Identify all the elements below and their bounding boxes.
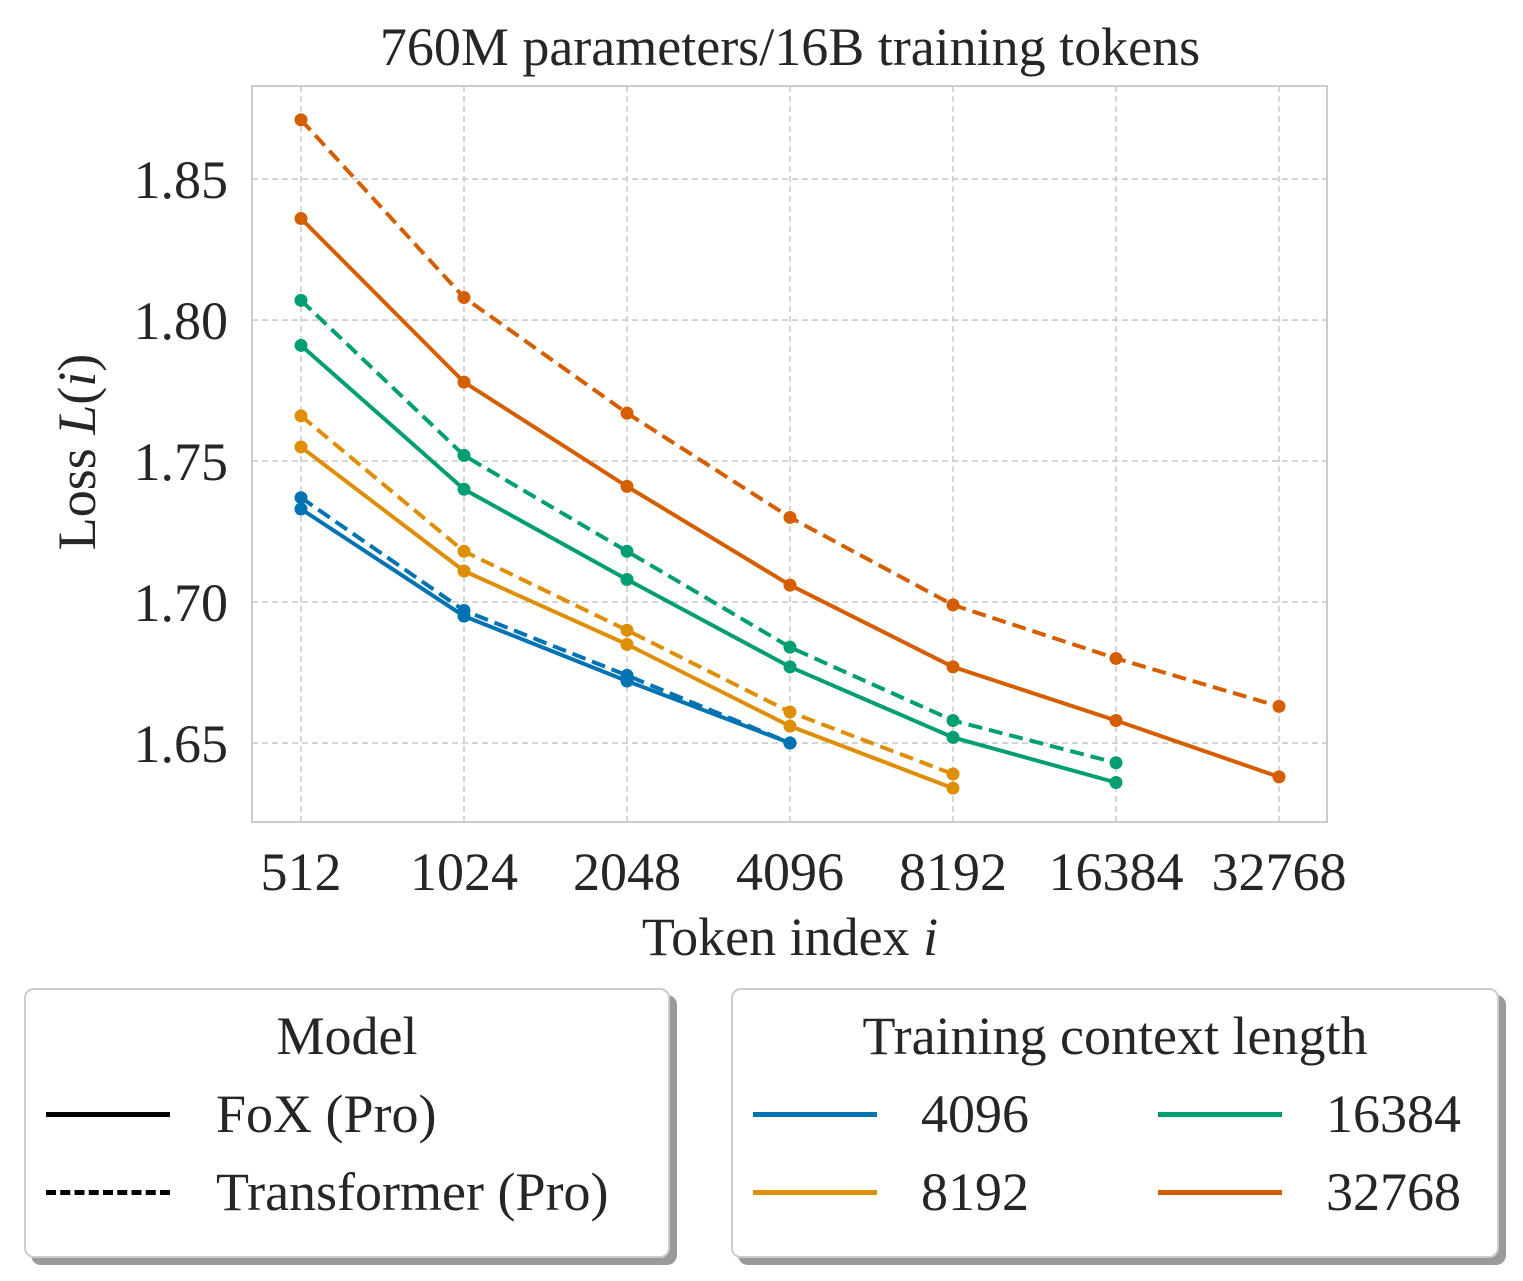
series-line-transformer-8192 [299, 414, 954, 776]
y-tick-label: 1.65 [134, 714, 229, 774]
y-tick-label: 1.80 [134, 291, 229, 351]
series-transformer-16384 [294, 293, 1123, 770]
data-point-fox-32768 [783, 578, 797, 592]
legend-model-title: Model [276, 1006, 418, 1066]
data-point-transformer-32768 [294, 113, 308, 127]
y-tick-label: 1.75 [134, 432, 229, 492]
legend-swatch-4096 [753, 1112, 877, 1117]
data-point-transformer-32768 [783, 510, 797, 524]
data-point-fox-32768 [457, 375, 471, 389]
legend-model: Model FoX (Pro) Transformer (Pro) [24, 988, 670, 1258]
series-line-transformer-4096 [299, 496, 791, 745]
y-axis-label: Loss L(i) [47, 354, 107, 551]
data-point-transformer-16384 [294, 293, 308, 307]
data-point-transformer-4096 [457, 604, 471, 618]
series-line-fox-4096 [299, 507, 791, 745]
series-fox-32768 [294, 212, 1286, 784]
legend-swatch-32768 [1158, 1190, 1282, 1195]
data-point-fox-32768 [1109, 713, 1123, 727]
data-point-fox-32768 [620, 479, 634, 493]
x-axis-label-text: Token index [642, 907, 923, 967]
legend-context-length: Training context length 4096 8192 16384 … [731, 988, 1499, 1258]
data-point-fox-32768 [294, 212, 308, 226]
grid [252, 86, 1327, 822]
data-point-transformer-32768 [1109, 651, 1123, 665]
y-axis-label-argument: i [47, 372, 107, 387]
data-point-fox-8192 [457, 564, 471, 578]
legend-label-8192: 8192 [921, 1162, 1029, 1222]
x-tick-label: 8192 [899, 842, 1007, 902]
data-point-transformer-16384 [946, 713, 960, 727]
x-axis-label: Token index i [642, 907, 938, 967]
x-tick-label: 32768 [1212, 842, 1347, 902]
x-tick-label: 2048 [573, 842, 681, 902]
series-line-fox-16384 [299, 343, 1117, 785]
data-point-fox-8192 [294, 440, 308, 454]
series-fox-16384 [294, 338, 1123, 790]
legend-dashed-line-swatch [46, 1190, 170, 1195]
series-transformer-8192 [294, 409, 960, 781]
legend-swatch-8192 [753, 1190, 877, 1195]
data-point-transformer-16384 [457, 448, 471, 462]
data-point-fox-16384 [457, 482, 471, 496]
chart-title: 760M parameters/16B training tokens [380, 17, 1200, 77]
y-axis-label-variable: L [47, 405, 107, 436]
legend-context-title: Training context length [862, 1006, 1368, 1066]
legend-label-4096: 4096 [921, 1084, 1029, 1144]
data-point-transformer-8192 [946, 767, 960, 781]
data-point-fox-4096 [294, 502, 308, 516]
data-point-transformer-8192 [620, 623, 634, 637]
data-point-fox-8192 [620, 637, 634, 651]
data-point-transformer-4096 [294, 491, 308, 505]
x-axis-label-variable: i [923, 907, 938, 967]
y-tick-label: 1.85 [134, 150, 229, 210]
legend-swatch-16384 [1158, 1112, 1282, 1117]
legend-label-32768: 32768 [1326, 1162, 1461, 1222]
series-line-transformer-16384 [299, 298, 1117, 765]
x-tick-label: 16384 [1049, 842, 1184, 902]
y-tick-label: 1.70 [134, 573, 229, 633]
data-point-fox-16384 [620, 572, 634, 586]
series-transformer-4096 [294, 491, 797, 750]
x-tick-label: 512 [261, 842, 342, 902]
data-point-transformer-4096 [620, 668, 634, 682]
legend-label-fox: FoX (Pro) [216, 1084, 437, 1144]
x-tick-label: 1024 [410, 842, 518, 902]
legend-solid-line-swatch [46, 1112, 170, 1117]
data-point-fox-16384 [783, 660, 797, 674]
data-point-fox-16384 [294, 338, 308, 352]
data-point-fox-8192 [783, 719, 797, 733]
data-point-transformer-8192 [457, 544, 471, 558]
data-point-transformer-32768 [1272, 699, 1286, 713]
data-point-fox-32768 [1272, 770, 1286, 784]
x-tick-label: 4096 [736, 842, 844, 902]
data-point-fox-16384 [946, 730, 960, 744]
data-point-transformer-4096 [783, 736, 797, 750]
plot-area-frame [251, 85, 1328, 823]
y-axis-label-paren-open: ( [47, 387, 107, 405]
data-point-fox-16384 [1109, 776, 1123, 790]
series-layer [294, 113, 1286, 795]
data-point-fox-8192 [946, 781, 960, 795]
data-point-transformer-16384 [1109, 756, 1123, 770]
data-point-transformer-16384 [620, 544, 634, 558]
legend-label-transformer: Transformer (Pro) [216, 1162, 609, 1222]
y-axis-label-text: Loss [47, 435, 107, 551]
data-point-transformer-16384 [783, 640, 797, 654]
legend-label-16384: 16384 [1326, 1084, 1461, 1144]
line-chart: 760M parameters/16B training tokens 512 1… [47, 17, 1347, 967]
data-point-transformer-32768 [620, 406, 634, 420]
data-point-transformer-32768 [946, 598, 960, 612]
series-transformer-32768 [294, 113, 1286, 713]
y-axis-label-paren-close: ) [47, 354, 107, 372]
data-point-fox-32768 [946, 660, 960, 674]
data-point-transformer-8192 [783, 705, 797, 719]
tick-labels: 512 1024 2048 4096 8192 16384 32768 1.65 1.70 1.7… [134, 150, 1347, 902]
series-fox-8192 [294, 440, 960, 795]
data-point-transformer-32768 [457, 290, 471, 304]
data-point-transformer-8192 [294, 409, 308, 423]
